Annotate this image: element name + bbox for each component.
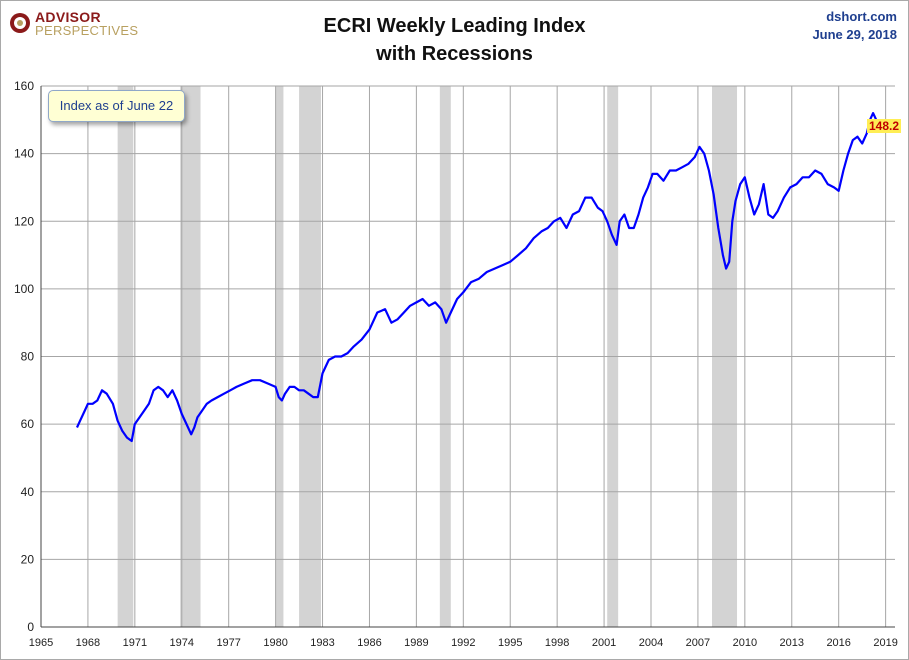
y-tick-label: 160 bbox=[14, 79, 34, 93]
x-tick-label: 1995 bbox=[498, 637, 522, 649]
x-tick-label: 1989 bbox=[404, 637, 428, 649]
grid-lines bbox=[40, 85, 895, 628]
x-tick-label: 1971 bbox=[123, 637, 147, 649]
x-tick-label: 1983 bbox=[310, 637, 334, 649]
source-date: June 29, 2018 bbox=[812, 27, 897, 42]
y-tick-label: 100 bbox=[14, 282, 34, 296]
y-tick-label: 0 bbox=[27, 620, 34, 634]
x-tick-label: 1980 bbox=[263, 637, 287, 649]
x-tick-label: 1992 bbox=[451, 637, 475, 649]
ecri-index-line bbox=[75, 112, 879, 443]
x-tick-label: 1968 bbox=[76, 637, 100, 649]
logo-seal-icon bbox=[10, 13, 30, 33]
chart-title: ECRI Weekly Leading Index with Recession… bbox=[0, 12, 909, 68]
x-tick-label: 1965 bbox=[29, 637, 53, 649]
x-tick-label: 1986 bbox=[357, 637, 381, 649]
logo-text-advisor: ADVISOR bbox=[35, 9, 101, 25]
source-site: dshort.com bbox=[826, 9, 897, 24]
last-value-label: 148.2 bbox=[867, 119, 902, 133]
y-tick-label: 40 bbox=[21, 485, 35, 499]
x-tick-label: 2016 bbox=[826, 637, 850, 649]
x-tick-label: 2001 bbox=[592, 637, 616, 649]
advisor-perspectives-logo: ADVISOR PERSPECTIVES bbox=[8, 8, 138, 38]
axes bbox=[40, 86, 895, 628]
y-tick-labels: 0 20 40 60 80 100 120 140 160 bbox=[14, 79, 34, 634]
x-tick-label: 1977 bbox=[216, 637, 240, 649]
y-tick-label: 60 bbox=[21, 417, 35, 431]
logo-text-perspectives: PERSPECTIVES bbox=[35, 23, 139, 38]
x-tick-label: 1974 bbox=[170, 637, 194, 649]
x-tick-label: 2010 bbox=[733, 637, 757, 649]
y-tick-label: 20 bbox=[21, 552, 35, 566]
source-block: dshort.com June 29, 2018 bbox=[812, 8, 897, 44]
x-tick-label: 1998 bbox=[545, 637, 569, 649]
index-as-of-callout: Index as of June 22 bbox=[48, 90, 185, 122]
y-tick-label: 80 bbox=[21, 350, 35, 364]
x-tick-label: 2013 bbox=[780, 637, 804, 649]
chart-title-line1: ECRI Weekly Leading Index bbox=[323, 15, 586, 37]
y-tick-label: 140 bbox=[14, 147, 34, 161]
y-tick-label: 120 bbox=[14, 214, 34, 228]
x-tick-label: 2004 bbox=[639, 637, 663, 649]
x-tick-label: 2019 bbox=[873, 637, 897, 649]
chart-title-line2: with Recessions bbox=[376, 43, 533, 65]
x-tick-labels: 1965 1968 1971 1974 1977 1980 1983 1986 1989 1992… bbox=[29, 637, 898, 649]
x-tick-label: 2007 bbox=[686, 637, 710, 649]
